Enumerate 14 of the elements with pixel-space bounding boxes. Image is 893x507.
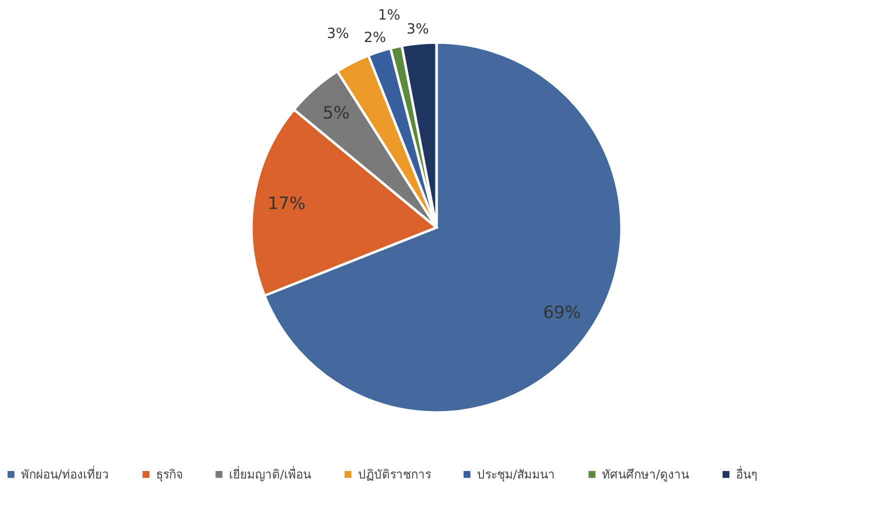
data-label: 3% — [326, 26, 350, 42]
legend-label: ปฏิบัติราชการ — [358, 467, 432, 482]
data-label: 5% — [322, 104, 350, 124]
data-label: 3% — [406, 21, 429, 38]
data-label: 69% — [543, 302, 581, 323]
legend-label: ประชุม/สัมมนา — [477, 467, 556, 482]
data-label: 1% — [378, 8, 400, 24]
legend-label: พักผ่อน/ท่องเที่ยว — [21, 465, 110, 482]
data-label: 2% — [364, 30, 386, 46]
legend-label: ธุรกิจ — [156, 467, 183, 482]
legend-label: ทัศนศึกษา/ดูงาน — [602, 467, 690, 482]
legend-label: อื่นๆ — [736, 465, 757, 482]
legend-label: เยี่ยมญาติ/เพื่อน — [229, 465, 312, 482]
data-label: 17% — [268, 194, 306, 214]
